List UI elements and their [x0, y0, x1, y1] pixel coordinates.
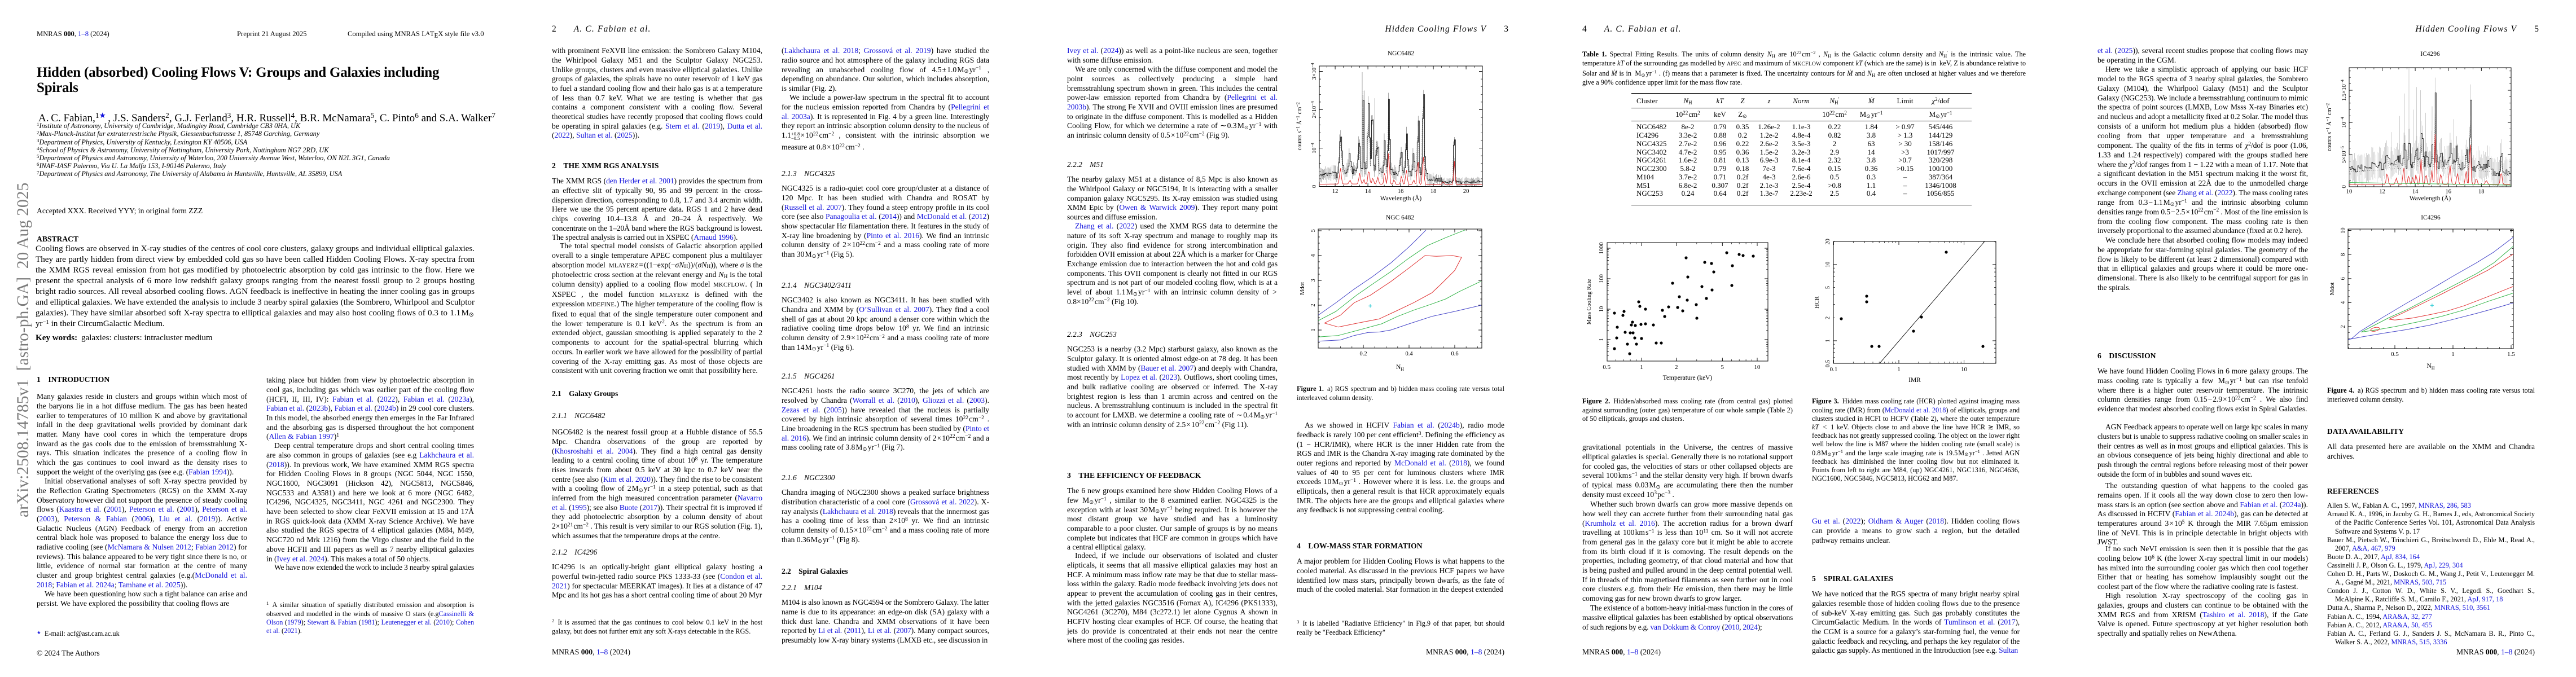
svg-text:1: 1	[2451, 351, 2455, 358]
svg-text:10: 10	[1599, 306, 1605, 313]
svg-text:10: 10	[1961, 366, 1968, 373]
svg-text:Temperature (keV): Temperature (keV)	[1663, 375, 1713, 381]
svg-text:3: 3	[1310, 279, 1316, 282]
svg-text:5: 5	[1825, 286, 1831, 289]
svg-text:18: 18	[2478, 189, 2485, 195]
svg-text:1: 1	[1897, 366, 1901, 373]
svg-text:12: 12	[1332, 188, 1339, 195]
svg-text:NH: NH	[2426, 363, 2434, 371]
svg-text:12: 12	[2379, 189, 2385, 195]
svg-text:100: 100	[1599, 274, 1605, 283]
svg-text:16: 16	[1398, 188, 1404, 195]
svg-text:8: 8	[2340, 253, 2346, 256]
svg-text:10−4: 10−4	[1310, 143, 1318, 153]
svg-text:1: 1	[1825, 339, 1831, 342]
svg-text:0.5: 0.5	[1825, 360, 1831, 367]
svg-text:1: 1	[1310, 328, 1316, 331]
svg-text:0.5: 0.5	[2391, 351, 2399, 358]
svg-text:0: 0	[2341, 185, 2347, 188]
svg-text:1.5: 1.5	[2507, 351, 2515, 358]
svg-text:4: 4	[2340, 301, 2346, 304]
svg-text:16: 16	[2445, 189, 2451, 195]
svg-text:1.5×10−4: 1.5×10−4	[2340, 80, 2348, 101]
svg-text:6: 6	[2340, 277, 2346, 280]
svg-text:2: 2	[2340, 325, 2346, 328]
svg-text:IC4296: IC4296	[2421, 214, 2441, 221]
svg-text:5: 5	[1310, 229, 1316, 232]
svg-text:14: 14	[1365, 188, 1371, 195]
svg-text:10: 10	[2340, 227, 2346, 234]
svg-text:HCR: HCR	[1814, 296, 1820, 309]
svg-text:10−4: 10−4	[2340, 117, 2348, 128]
svg-text:3×10−4: 3×10−4	[1310, 63, 1318, 80]
svg-text:2: 2	[1825, 316, 1831, 319]
svg-text:1: 1	[1640, 364, 1643, 371]
svg-text:NGC6482: NGC6482	[1388, 50, 1415, 57]
svg-text:NH: NH	[1396, 364, 1404, 372]
svg-text:20: 20	[1463, 188, 1469, 195]
svg-text:1000: 1000	[1599, 243, 1605, 254]
svg-text:Wavelength (Å): Wavelength (Å)	[1380, 194, 1422, 202]
svg-text:5×10−5: 5×10−5	[2340, 146, 2348, 163]
svg-text:NGC 6482: NGC 6482	[1386, 214, 1414, 221]
svg-text:0.1: 0.1	[1830, 366, 1838, 373]
svg-text:1: 1	[1599, 338, 1605, 341]
svg-text:counts s−1 Å−1 cm−2: counts s−1 Å−1 cm−2	[2325, 103, 2333, 151]
svg-text:10: 10	[1754, 364, 1761, 371]
svg-text:18: 18	[1430, 188, 1437, 195]
svg-text:0.6: 0.6	[1451, 351, 1458, 357]
svg-text:counts s−1 Å−1 cm−2: counts s−1 Å−1 cm−2	[1296, 102, 1304, 150]
svg-text:Mdot: Mdot	[2329, 283, 2336, 296]
svg-text:0.2: 0.2	[1359, 351, 1367, 357]
svg-text:2×10−4: 2×10−4	[1310, 101, 1318, 118]
svg-text:Wavelength (Å): Wavelength (Å)	[2410, 194, 2451, 202]
svg-text:4: 4	[1310, 254, 1316, 257]
svg-text:0: 0	[1311, 185, 1318, 188]
svg-text:IMR: IMR	[1908, 377, 1921, 384]
svg-text:10: 10	[2346, 189, 2353, 195]
svg-text:IC4296: IC4296	[2420, 51, 2440, 58]
svg-text:20: 20	[1825, 239, 1831, 245]
svg-text:10: 10	[1825, 262, 1831, 268]
svg-text:0.5: 0.5	[1603, 364, 1610, 371]
svg-text:5: 5	[1721, 364, 1724, 371]
svg-text:0.4: 0.4	[1405, 351, 1413, 357]
svg-text:Mass Cooling Rate: Mass Cooling Rate	[1586, 279, 1592, 324]
svg-text:Mdot: Mdot	[1300, 282, 1306, 295]
svg-text:14: 14	[2412, 189, 2419, 195]
svg-text:2: 2	[1310, 304, 1316, 306]
svg-text:2: 2	[1675, 364, 1678, 371]
